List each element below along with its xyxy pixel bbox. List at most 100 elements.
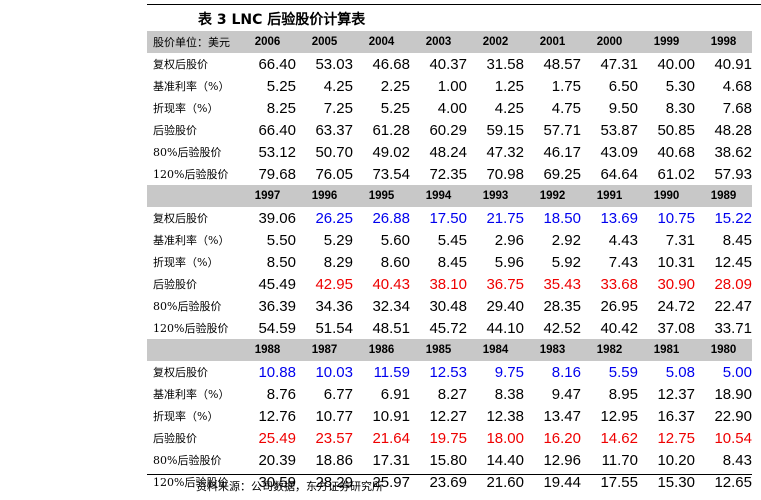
value-cell: 40.37 <box>429 55 467 73</box>
value-cell: 50.85 <box>657 121 695 139</box>
value-cell: 28.29 <box>315 473 353 491</box>
table-row: 120%后验股价 79.68 76.05 73.54 72.35 70.98 69.25 64… <box>147 163 752 185</box>
year-header-cell: 1992 <box>539 190 566 202</box>
value-cell: 10.54 <box>714 429 752 447</box>
value-cell: 14.40 <box>486 451 524 469</box>
value-cell: 8.76 <box>266 385 296 403</box>
value-cell: 18.50 <box>543 209 581 227</box>
value-cell: 45.49 <box>258 275 296 293</box>
table-row: 基准利率（%） 5.25 4.25 2.25 1.00 1.25 1.75 6.50 5.30 4… <box>147 75 752 97</box>
row-label: 后验股价 <box>153 278 197 291</box>
value-cell: 31.58 <box>486 55 524 73</box>
value-cell: 4.25 <box>323 77 353 95</box>
value-cell: 59.15 <box>486 121 524 139</box>
table-row: 80%后验股价 20.39 18.86 17.31 15.80 14.40 12.96 11.… <box>147 449 752 471</box>
value-cell: 11.70 <box>601 451 638 469</box>
value-cell: 61.02 <box>657 165 695 183</box>
value-cell: 2.92 <box>551 231 581 249</box>
value-cell: 38.62 <box>714 143 752 161</box>
value-cell: 4.25 <box>494 99 524 117</box>
table-row: 基准利率（%） 5.50 5.29 5.60 5.45 2.96 2.92 4.43 7.31 8… <box>147 229 752 251</box>
value-cell: 8.60 <box>380 253 410 271</box>
value-cell: 36.39 <box>258 297 296 315</box>
value-cell: 8.43 <box>722 451 752 469</box>
value-cell: 5.08 <box>665 363 695 381</box>
value-cell: 45.72 <box>429 319 467 337</box>
value-cell: 5.25 <box>266 77 296 95</box>
year-header-cell: 1981 <box>653 344 680 356</box>
value-cell: 7.25 <box>323 99 353 117</box>
top-rule <box>147 4 761 5</box>
year-header-cell: 1983 <box>539 344 566 356</box>
table-row: 后验股价 66.40 63.37 61.28 60.29 59.15 57.71 53.87 5… <box>147 119 752 141</box>
value-cell: 10.88 <box>258 363 296 381</box>
table-row: 复权后股价 10.88 10.03 11.59 12.53 9.75 8.16 5.59 5.0… <box>147 361 752 383</box>
value-cell: 17.50 <box>429 209 467 227</box>
value-cell: 12.96 <box>543 451 581 469</box>
value-cell: 22.90 <box>714 407 752 425</box>
value-cell: 7.31 <box>665 231 695 249</box>
value-cell: 40.43 <box>372 275 410 293</box>
row-label: 后验股价 <box>153 124 197 137</box>
table-row: 复权后股价 39.06 26.25 26.88 17.50 21.75 18.50 13.69… <box>147 207 752 229</box>
value-cell: 57.93 <box>714 165 752 183</box>
year-header-row: 1997 1996 1995 1994 1993 1992 1991 1990 1989 <box>147 185 752 207</box>
value-cell: 1.75 <box>551 77 581 95</box>
value-cell: 23.57 <box>315 429 353 447</box>
value-cell: 8.50 <box>266 253 296 271</box>
value-cell: 51.54 <box>315 319 353 337</box>
row-label: 120%后验股价 <box>153 476 229 489</box>
value-cell: 49.02 <box>372 143 410 161</box>
value-cell: 11.59 <box>373 363 410 381</box>
value-cell: 20.39 <box>258 451 296 469</box>
value-cell: 1.25 <box>494 77 524 95</box>
value-cell: 69.25 <box>543 165 581 183</box>
value-cell: 5.45 <box>437 231 467 249</box>
value-cell: 30.48 <box>429 297 467 315</box>
table-row: 复权后股价 66.40 53.03 46.68 40.37 31.58 48.57 47.31… <box>147 53 752 75</box>
value-cell: 8.45 <box>722 231 752 249</box>
value-cell: 5.00 <box>722 363 752 381</box>
value-cell: 5.50 <box>266 231 296 249</box>
table-row: 80%后验股价 53.12 50.70 49.02 48.24 47.32 46.17 43.… <box>147 141 752 163</box>
value-cell: 32.34 <box>372 297 410 315</box>
row-label: 复权后股价 <box>153 212 208 225</box>
value-cell: 47.31 <box>600 55 638 73</box>
year-header-cell: 1988 <box>254 344 281 356</box>
value-cell: 16.20 <box>543 429 581 447</box>
value-cell: 53.03 <box>315 55 353 73</box>
year-header-cell: 1987 <box>311 344 338 356</box>
value-cell: 9.75 <box>494 363 524 381</box>
row-label: 复权后股价 <box>153 366 208 379</box>
value-cell: 15.30 <box>657 473 695 491</box>
bottom-rule <box>147 474 752 475</box>
year-header-row: 股价单位：美元 2006 2005 2004 2003 2002 2001 2000 1999 1… <box>147 31 752 53</box>
value-cell: 61.28 <box>372 121 410 139</box>
year-header-cell: 2003 <box>425 36 452 48</box>
value-cell: 23.69 <box>429 473 467 491</box>
value-cell: 42.95 <box>315 275 353 293</box>
value-cell: 33.68 <box>600 275 638 293</box>
value-cell: 37.08 <box>657 319 695 337</box>
year-header-cell: 1982 <box>596 344 623 356</box>
value-cell: 50.70 <box>315 143 353 161</box>
value-cell: 10.77 <box>315 407 353 425</box>
table-row: 后验股价 45.49 42.95 40.43 38.10 36.75 35.43 33.68 3… <box>147 273 752 295</box>
year-header-cell: 1985 <box>425 344 452 356</box>
value-cell: 5.30 <box>665 77 695 95</box>
value-cell: 66.40 <box>258 55 296 73</box>
value-cell: 4.75 <box>551 99 581 117</box>
value-cell: 47.32 <box>486 143 524 161</box>
year-header-cell: 2005 <box>311 36 338 48</box>
value-cell: 8.38 <box>494 385 524 403</box>
value-cell: 1.00 <box>437 77 467 95</box>
value-cell: 8.27 <box>437 385 467 403</box>
row-label: 复权后股价 <box>153 58 208 71</box>
value-cell: 40.68 <box>657 143 695 161</box>
value-cell: 43.09 <box>600 143 638 161</box>
value-cell: 10.03 <box>315 363 353 381</box>
value-cell: 53.87 <box>600 121 638 139</box>
value-cell: 9.47 <box>551 385 581 403</box>
value-cell: 5.25 <box>380 99 410 117</box>
value-cell: 73.54 <box>372 165 410 183</box>
